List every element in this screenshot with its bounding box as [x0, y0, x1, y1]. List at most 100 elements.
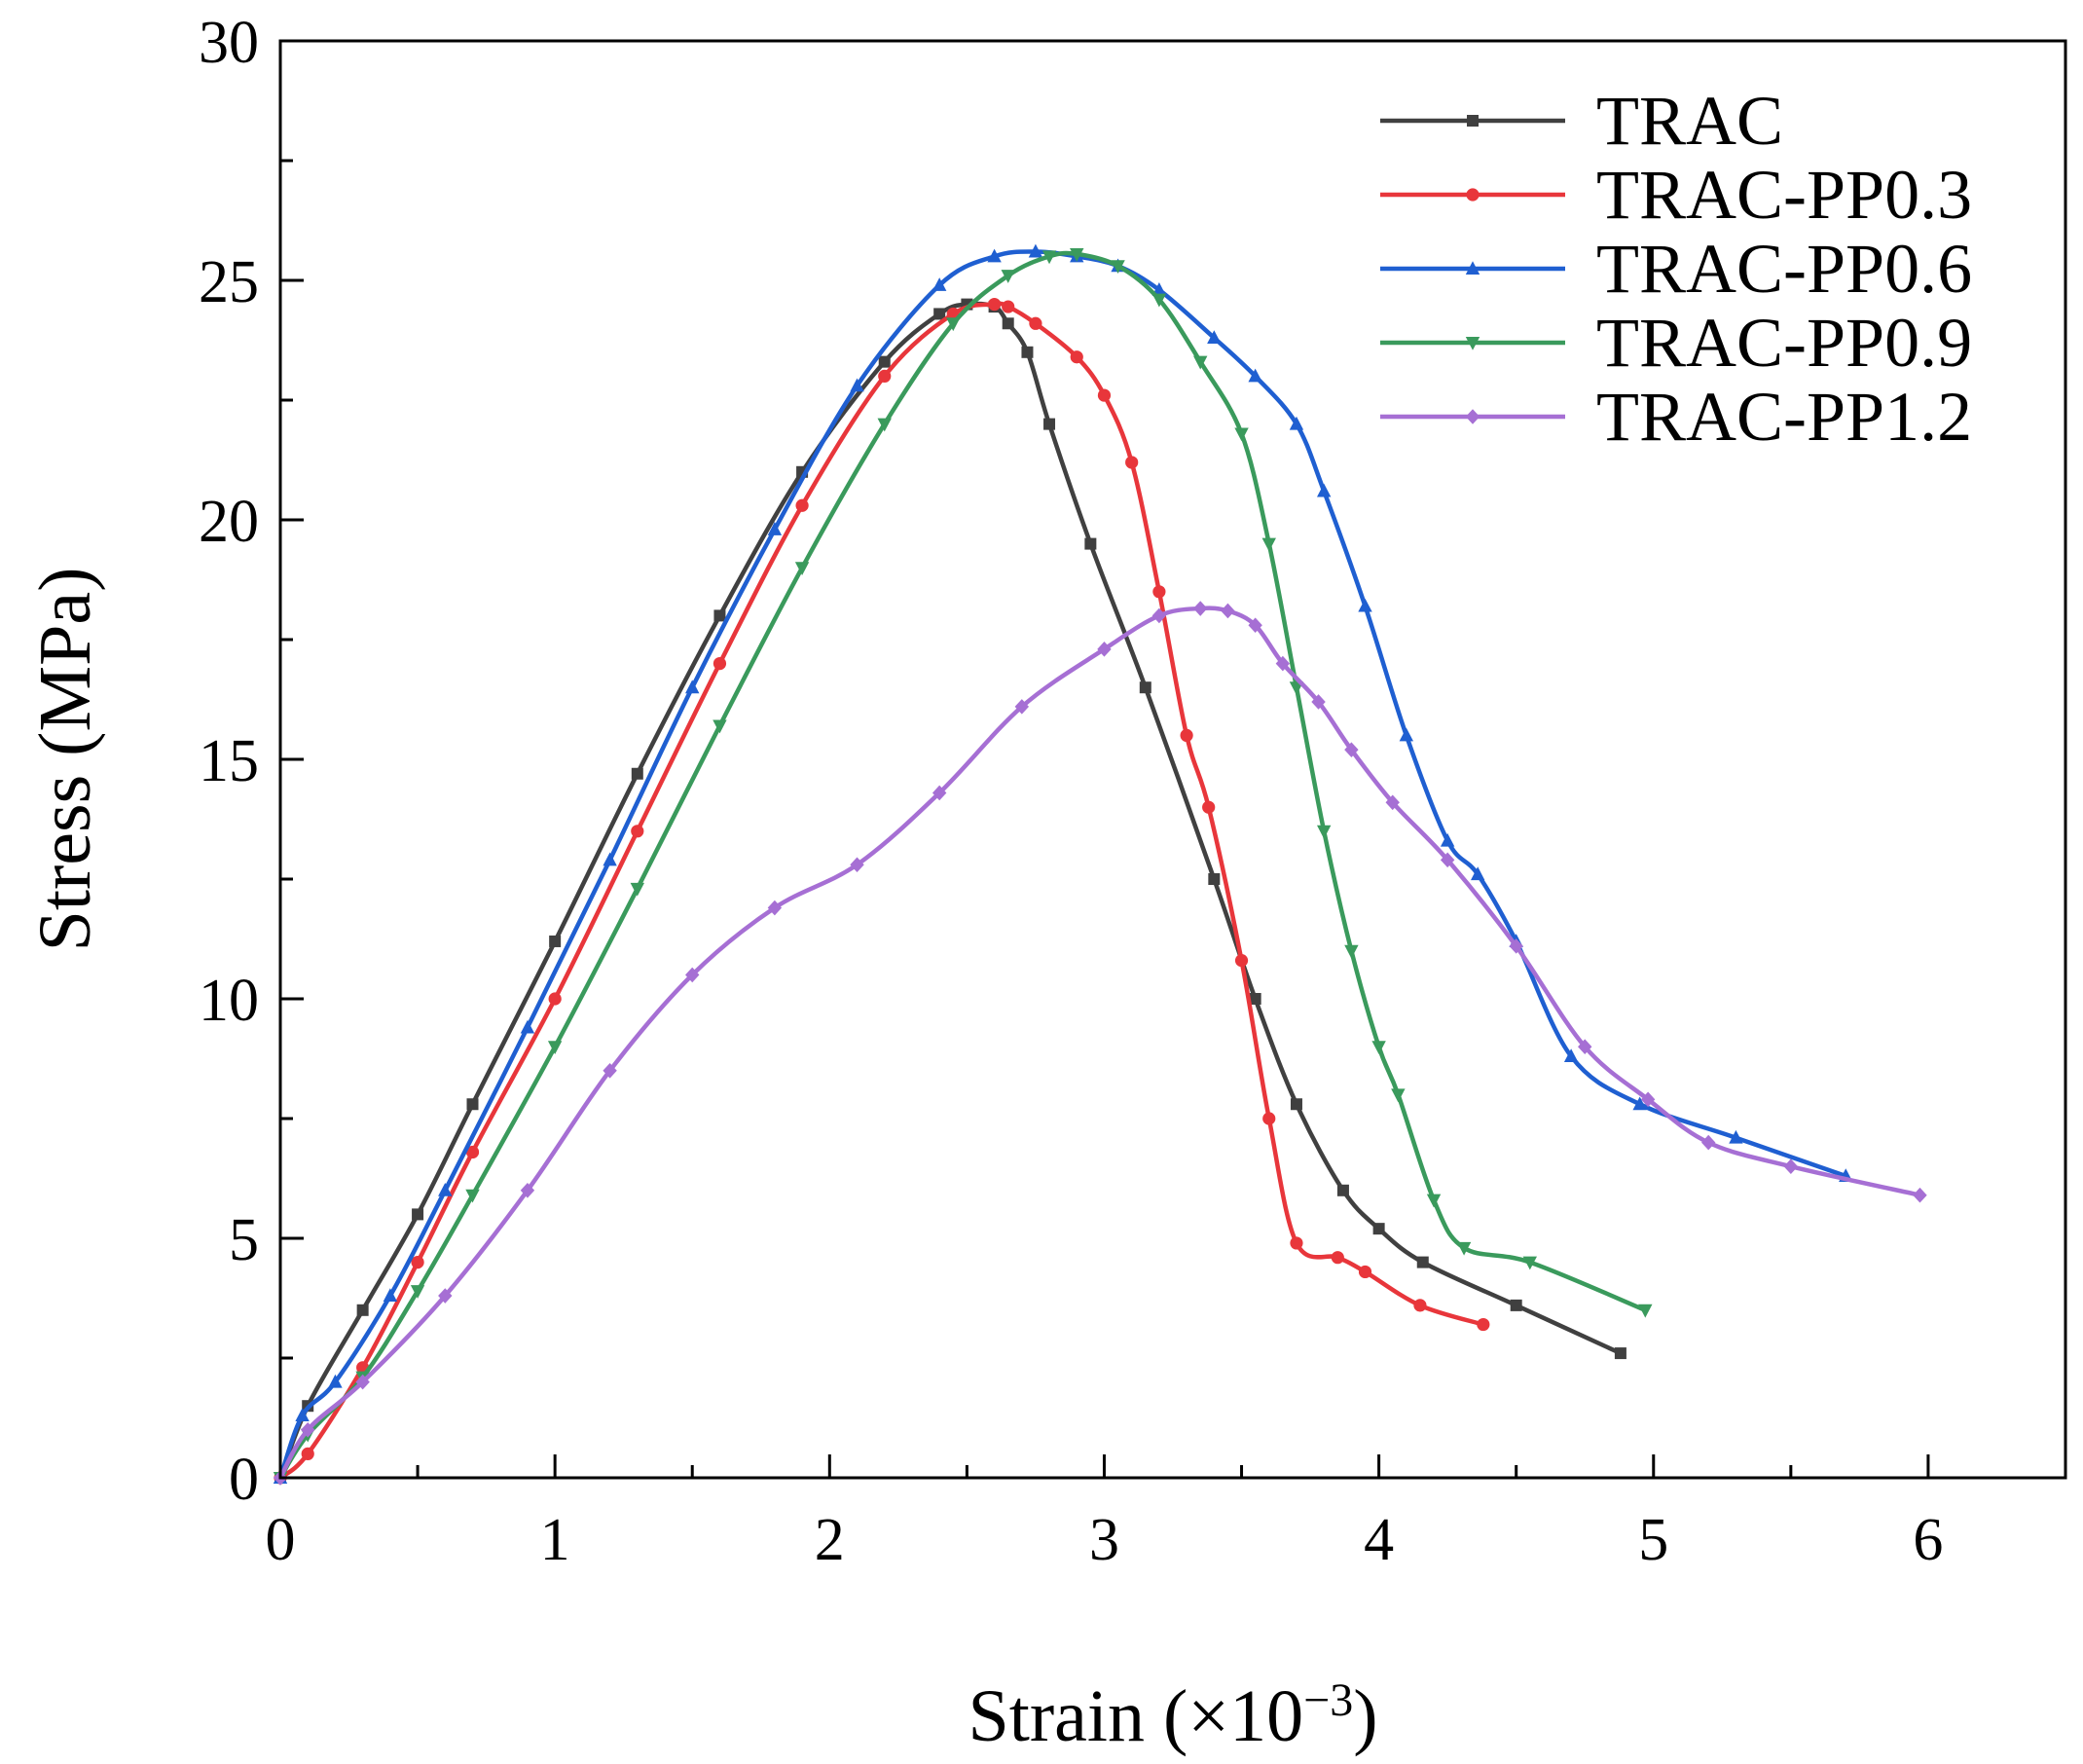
x-tick-label: 0: [266, 1507, 296, 1573]
data-point-trac-pp1-2: [1344, 742, 1359, 757]
data-point-trac-pp0-6: [520, 1019, 535, 1034]
data-point-trac-pp0-3: [1262, 1112, 1276, 1125]
x-tick-label: 1: [540, 1507, 570, 1573]
y-tick-label: 30: [199, 10, 259, 76]
data-point-trac-pp0-6: [932, 277, 947, 291]
x-axis-title-exponent: −3: [1303, 1674, 1353, 1726]
data-point-trac-pp1-2: [1640, 1091, 1656, 1108]
data-point-trac-pp0-3: [1234, 954, 1249, 968]
data-point-trac-pp1-2: [1193, 601, 1208, 616]
data-point-trac-pp0-3: [1331, 1251, 1344, 1265]
y-tick-label: 10: [199, 968, 259, 1034]
data-point-trac-pp1-2: [301, 1422, 315, 1438]
data-point-trac-pp0-6: [1316, 483, 1332, 497]
data-point-trac-pp1-2: [438, 1288, 453, 1304]
data-point-trac-pp0-3: [548, 992, 562, 1006]
data-point-trac: [1208, 873, 1221, 885]
series-line-trac-pp0-9: [278, 250, 1647, 1480]
legend-label-trac-pp0-6: TRAC-PP0.6: [1596, 230, 1972, 308]
data-point-trac: [1139, 681, 1151, 694]
legend-marker-trac-pp0-6: [1465, 261, 1480, 275]
data-point-trac-pp0-9: [630, 882, 644, 897]
data-point-trac-pp0-6: [1248, 368, 1262, 383]
data-point-trac-pp0-6: [295, 1408, 310, 1422]
data-point-trac-pp0-6: [438, 1183, 453, 1196]
data-point-trac-pp0-9: [1234, 427, 1249, 442]
data-point-trac-pp1-2: [1385, 794, 1400, 811]
data-point-trac-pp0-6: [767, 522, 783, 535]
data-point-trac-pp0-6: [685, 680, 700, 694]
y-tick-label: 20: [199, 489, 259, 555]
data-point-trac-pp0-9: [1426, 1194, 1442, 1208]
data-point-trac-pp0-6: [1358, 598, 1372, 612]
legend-item-trac-pp1-2: TRAC-PP1.2: [1380, 378, 1972, 456]
data-point-trac-pp0-3: [878, 369, 892, 383]
data-point-trac-pp0-9: [1344, 944, 1359, 959]
data-point-trac-pp0-6: [1632, 1096, 1647, 1111]
data-point-trac-pp1-2: [1783, 1158, 1799, 1174]
y-axis-title: Stress (MPa): [24, 568, 106, 952]
x-axis-title-main: Strain (×10: [968, 1675, 1303, 1757]
data-point-trac-pp1-2: [1440, 852, 1455, 868]
data-point-trac-pp0-9: [1391, 1088, 1406, 1103]
data-point-trac-pp0-3: [301, 1447, 314, 1460]
data-point-trac-pp1-2: [767, 900, 783, 916]
legend-marker-trac-pp1-2: [1465, 409, 1480, 424]
data-point-trac: [1043, 418, 1056, 430]
data-point-trac: [933, 308, 946, 320]
x-axis-title: Strain (×10−3): [968, 1674, 1377, 1758]
data-point-trac-pp1-2: [1097, 642, 1112, 657]
data-point-trac-pp1-2: [1913, 1187, 1927, 1203]
data-point-trac: [1249, 993, 1261, 1005]
data-point-trac: [1416, 1256, 1429, 1268]
data-point-trac-pp0-3: [631, 825, 644, 838]
data-point-trac-pp0-3: [1070, 350, 1083, 364]
data-point-trac-pp0-3: [1413, 1299, 1427, 1312]
data-point-trac-pp0-6: [1399, 727, 1414, 742]
legend-label-trac: TRAC: [1596, 82, 1783, 160]
data-point-trac-pp1-2: [520, 1183, 535, 1198]
data-point-trac-pp0-6: [850, 378, 864, 392]
legend-marker-trac-pp0-3: [1466, 188, 1480, 202]
data-point-trac-pp0-9: [547, 1041, 563, 1054]
data-point-trac-pp1-2: [685, 967, 700, 983]
data-point-trac-pp1-2: [603, 1063, 617, 1079]
data-point-trac: [1021, 346, 1034, 358]
legend-label-trac-pp0-3: TRAC-PP0.3: [1596, 156, 1972, 234]
data-point-trac-pp0-6: [383, 1288, 398, 1303]
data-point-trac: [412, 1208, 424, 1221]
data-point-trac-pp0-6: [1729, 1129, 1743, 1144]
data-point-trac-pp0-9: [1193, 355, 1208, 370]
data-point-trac-pp1-2: [850, 857, 864, 873]
legend-label-trac-pp1-2: TRAC-PP1.2: [1596, 378, 1972, 456]
x-tick-label: 6: [1913, 1507, 1943, 1573]
series-line-trac-pp1-2: [278, 606, 1920, 1480]
data-point-trac-pp0-6: [328, 1374, 343, 1388]
y-tick-label: 5: [229, 1207, 259, 1273]
data-point-trac-pp0-6: [1440, 832, 1455, 847]
data-point-trac: [1336, 1184, 1349, 1196]
data-point-trac-pp0-9: [1151, 293, 1167, 308]
series-trac-pp0-3: [274, 298, 1490, 1485]
data-point-trac-pp0-9: [877, 418, 892, 432]
data-point-trac-pp0-9: [1111, 260, 1125, 275]
data-point-trac-pp1-2: [932, 785, 947, 801]
data-point-trac: [1084, 537, 1097, 550]
data-point-trac-pp1-2: [1221, 603, 1235, 619]
data-point-trac-pp0-9: [1638, 1304, 1653, 1318]
data-point-trac: [713, 609, 726, 622]
data-point-trac-pp1-2: [1014, 699, 1030, 715]
data-point-trac-pp0-9: [946, 317, 961, 332]
data-point-trac-pp0-3: [465, 1145, 480, 1159]
data-point-trac-pp0-9: [1261, 537, 1276, 552]
legend-label-trac-pp0-9: TRAC-PP0.9: [1596, 304, 1972, 382]
data-point-trac-pp0-3: [1202, 800, 1216, 814]
data-point-trac-pp0-9: [1042, 250, 1057, 265]
data-point-trac-pp0-3: [1358, 1265, 1372, 1279]
data-point-trac: [1372, 1223, 1385, 1235]
data-point-trac-pp0-9: [1070, 247, 1084, 262]
data-point-trac-pp1-2: [1578, 1039, 1592, 1054]
legend-item-trac-pp0-3: TRAC-PP0.3: [1380, 156, 1972, 234]
